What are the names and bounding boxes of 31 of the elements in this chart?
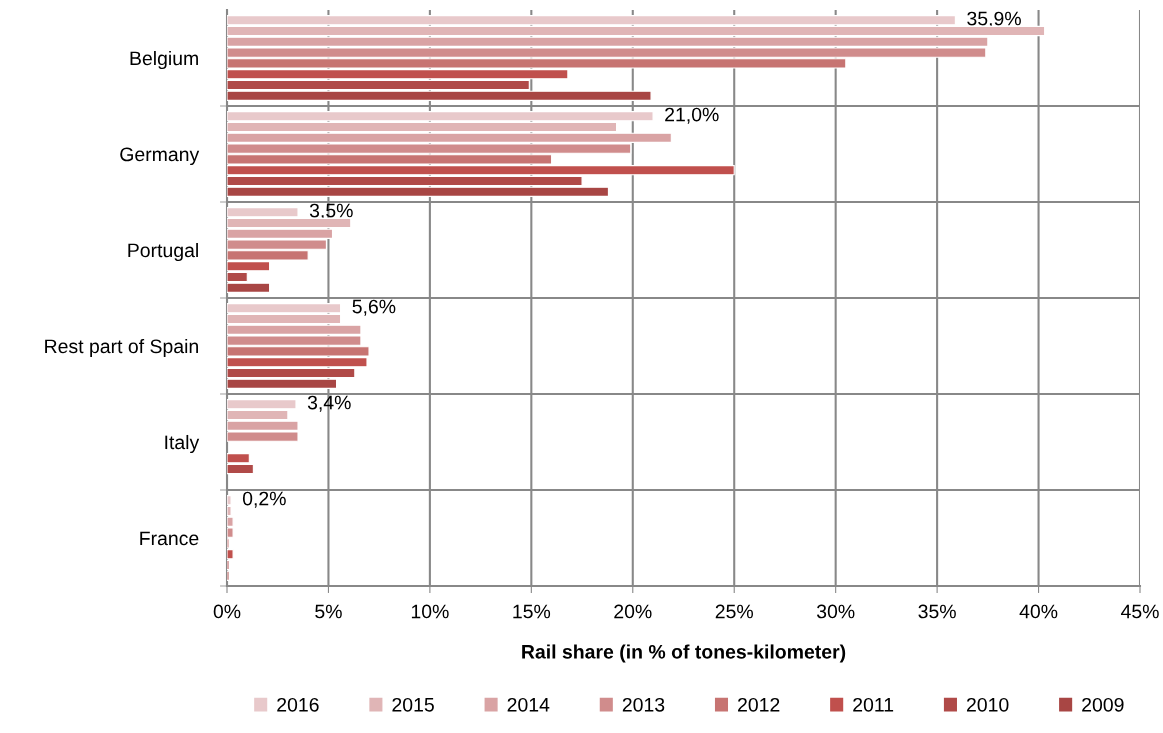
data-label: 0,2% xyxy=(242,491,286,508)
x-tick-label: 40% xyxy=(1019,604,1058,619)
legend-label: 2016 xyxy=(277,697,319,712)
x-tick-label: 45% xyxy=(1120,604,1159,619)
legend-label: 2012 xyxy=(738,697,780,712)
y-tick-label: Germany xyxy=(120,147,200,166)
x-tick-label: 35% xyxy=(918,604,956,619)
legend-label: 2014 xyxy=(507,697,550,712)
data-label: 21,0% xyxy=(665,107,719,124)
legend-label: 2015 xyxy=(392,697,434,712)
y-tick-label: Italy xyxy=(165,434,200,454)
y-tick-label: Belgium xyxy=(130,50,198,70)
legend-label: 2011 xyxy=(853,697,894,712)
y-tick-label: Rest part of Spain xyxy=(45,338,198,358)
x-tick-label: 5% xyxy=(315,604,342,619)
x-axis-title: Rail share (in % of tones-kilometer) xyxy=(522,644,846,663)
data-label: 35,9% xyxy=(967,11,1021,28)
data-label: 5,6% xyxy=(352,299,396,316)
x-tick-label: 10% xyxy=(411,604,449,619)
x-tick-label: 25% xyxy=(715,604,753,619)
legend-label: 2013 xyxy=(622,697,665,712)
y-tick-label: Portugal xyxy=(128,242,198,262)
x-tick-label: 15% xyxy=(513,604,551,619)
data-label: 3,4% xyxy=(307,395,351,412)
data-label: 3,5% xyxy=(309,203,353,220)
x-tick-label: 30% xyxy=(816,604,855,619)
legend-label: 2009 xyxy=(1082,697,1124,712)
x-tick-label: 0% xyxy=(213,604,241,619)
legend-label: 2010 xyxy=(966,697,1009,712)
x-tick-label: 20% xyxy=(614,604,652,619)
y-tick-label: France xyxy=(140,531,199,546)
